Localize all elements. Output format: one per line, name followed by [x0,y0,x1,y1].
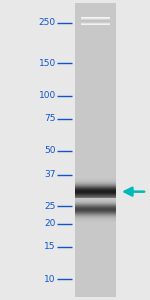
Text: 15: 15 [44,242,56,251]
Bar [75,3,116,297]
Text: 25: 25 [45,202,56,211]
Text: 10: 10 [44,275,56,284]
Text: 250: 250 [39,18,56,27]
Text: 37: 37 [44,170,56,179]
Text: 20: 20 [45,220,56,229]
Text: 50: 50 [44,146,56,155]
Text: 75: 75 [44,114,56,123]
Text: 150: 150 [39,59,56,68]
Text: 100: 100 [39,91,56,100]
